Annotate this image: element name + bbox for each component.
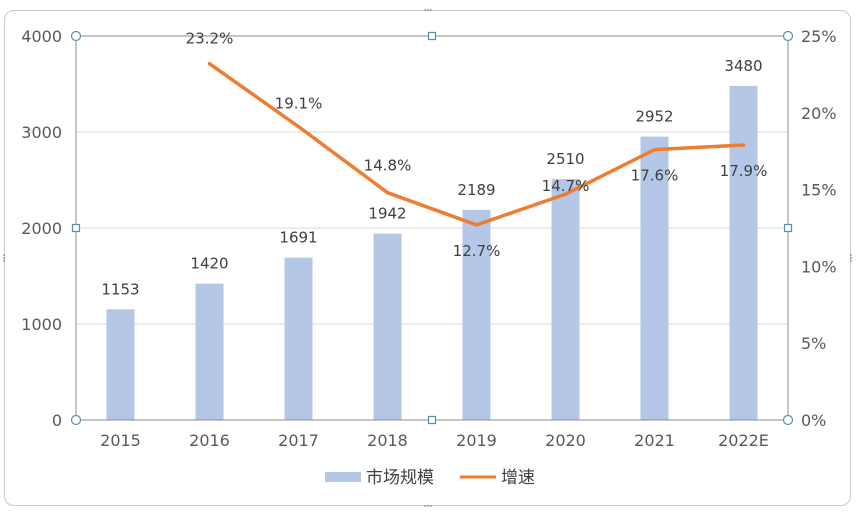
growth-value-label: 14.7% (542, 177, 590, 195)
frame-grip-dot (3, 260, 5, 262)
growth-value-label: 17.6% (631, 167, 679, 185)
line-series (207, 61, 746, 227)
x-tick-label: 2015 (100, 431, 141, 450)
x-tick-label: 2020 (545, 431, 586, 450)
x-tick-label: 2021 (634, 431, 675, 450)
bar-value-label: 2189 (457, 181, 495, 199)
x-tick-label: 2017 (278, 431, 319, 450)
x-tick-label: 2022E (718, 431, 769, 450)
frame-grip-dot (427, 9, 429, 11)
frame-grip-dot (430, 505, 432, 507)
legend: 市场规模 增速 (325, 468, 535, 488)
legend-label-market-size: 市场规模 (366, 468, 434, 488)
bar-value-label: 3480 (724, 57, 762, 75)
bar-value-label: 1942 (368, 205, 406, 223)
frame-grip-dot (850, 257, 852, 259)
bar (551, 179, 580, 420)
corner-resize-handle[interactable] (70, 414, 82, 426)
frame-grip-dot (850, 260, 852, 262)
bar-series (106, 85, 758, 421)
frame-grip-dot (850, 254, 852, 256)
axes: 0 1000 2000 3000 4000 0% 5% 10% 15% 20% 25% 2015 201… (21, 27, 836, 450)
frame-grip-dot (3, 254, 5, 256)
y-left-tick-label: 1000 (21, 315, 62, 334)
frame-grip-dot (424, 505, 426, 507)
y-right-tick-label: 25% (801, 27, 837, 46)
y-right-tick-label: 5% (801, 334, 826, 353)
y-right-tick-label: 20% (801, 104, 837, 123)
growth-value-label: 23.2% (186, 30, 234, 48)
bar-value-label: 1691 (279, 229, 317, 247)
x-tick-label: 2018 (367, 431, 408, 450)
legend-label-growth: 增速 (501, 468, 535, 488)
corner-resize-handle[interactable] (782, 30, 794, 42)
bar (373, 233, 402, 420)
bar-value-label: 2952 (635, 108, 673, 126)
selection-handles[interactable] (3, 9, 852, 507)
y-left-tick-label: 2000 (21, 219, 62, 238)
bar-value-label: 2510 (546, 150, 584, 168)
x-tick-label: 2016 (189, 431, 230, 450)
frame-grip-dot (3, 257, 5, 259)
growth-value-label: 19.1% (275, 95, 323, 113)
growth-value-label: 14.8% (364, 157, 412, 175)
y-left-tick-label: 4000 (21, 27, 62, 46)
y-left-tick-label: 3000 (21, 123, 62, 142)
edge-resize-handle[interactable] (71, 223, 81, 233)
frame-grip-dot (424, 9, 426, 11)
y-right-tick-label: 15% (801, 181, 837, 200)
frame-grip-dot (427, 505, 429, 507)
bar (195, 283, 224, 420)
y-left-tick-label: 0 (52, 411, 62, 430)
corner-resize-handle[interactable] (782, 414, 794, 426)
growth-value-label: 17.9% (720, 162, 768, 180)
legend-swatch-market-size (325, 472, 361, 482)
bar (729, 85, 758, 421)
bar (284, 257, 313, 420)
chart-frame (4, 10, 851, 506)
y-right-tick-label: 0% (801, 411, 826, 430)
edge-resize-handle[interactable] (427, 31, 437, 41)
gridlines (76, 35, 788, 325)
x-tick-label: 2019 (456, 431, 497, 450)
edge-resize-handle[interactable] (427, 415, 437, 425)
bar (106, 309, 135, 420)
y-right-tick-label: 10% (801, 257, 837, 276)
data-labels: 1153 1420 1691 1942 2189 2510 2952 3480 23.2% 19.… (101, 30, 767, 299)
bar (640, 136, 669, 420)
edge-resize-handle[interactable] (783, 223, 793, 233)
growth-value-label: 12.7% (453, 242, 501, 260)
corner-resize-handle[interactable] (70, 30, 82, 42)
bar-value-label: 1153 (101, 280, 139, 298)
bar (462, 209, 491, 420)
bar-value-label: 1420 (190, 255, 228, 273)
frame-grip-dot (430, 9, 432, 11)
